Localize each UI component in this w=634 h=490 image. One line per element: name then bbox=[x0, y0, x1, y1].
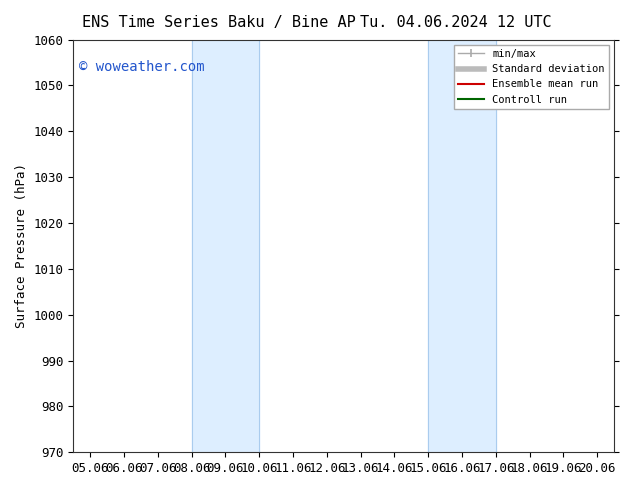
Text: © woweather.com: © woweather.com bbox=[79, 60, 204, 74]
Text: Tu. 04.06.2024 12 UTC: Tu. 04.06.2024 12 UTC bbox=[360, 15, 552, 30]
Bar bbox=[191, 40, 259, 452]
Text: ENS Time Series Baku / Bine AP: ENS Time Series Baku / Bine AP bbox=[82, 15, 356, 30]
Y-axis label: Surface Pressure (hPa): Surface Pressure (hPa) bbox=[15, 164, 28, 328]
Bar bbox=[428, 40, 496, 452]
Legend: min/max, Standard deviation, Ensemble mean run, Controll run: min/max, Standard deviation, Ensemble me… bbox=[454, 45, 609, 109]
